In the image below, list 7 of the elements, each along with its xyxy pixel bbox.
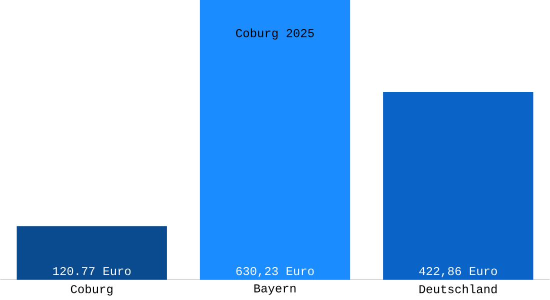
text: Coburg 2025 bbox=[236, 28, 314, 40]
data-label: 422,86 Euro bbox=[419, 266, 497, 278]
data-label: 120.77 Euro bbox=[53, 266, 131, 276]
x-tick-label: Coburg bbox=[70, 284, 112, 296]
x-tick-label: Deutschland bbox=[420, 284, 497, 294]
data-label: 630,23 Euro bbox=[236, 266, 314, 278]
x-tick-label: Bayern bbox=[254, 284, 296, 295]
